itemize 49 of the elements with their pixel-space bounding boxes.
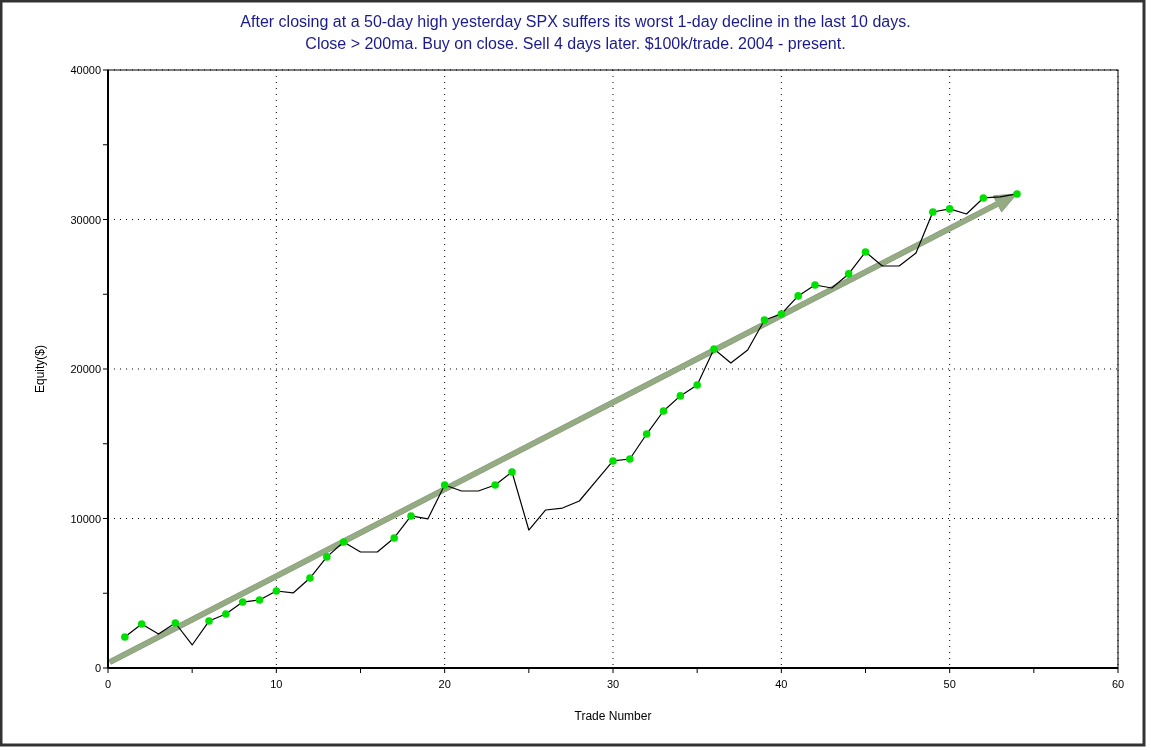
point: [255, 596, 264, 604]
point: [508, 468, 516, 476]
y-tick-label: 30000: [70, 213, 101, 226]
y-axis-title: Equity($): [33, 344, 47, 394]
point: [777, 310, 786, 318]
point: [137, 620, 146, 628]
point: [929, 208, 937, 216]
point: [390, 534, 398, 542]
point: [811, 281, 819, 289]
x-tick-label: 20: [438, 678, 451, 690]
point: [609, 457, 617, 465]
x-tick-label: 50: [943, 678, 956, 690]
point: [844, 270, 853, 278]
point: [121, 633, 129, 641]
point: [272, 587, 281, 595]
point: [642, 430, 651, 438]
x-tick-label: 0: [104, 678, 112, 690]
point: [710, 345, 718, 353]
point: [407, 512, 415, 520]
chart-subtitle: Close > 200ma. Buy on close. Sell 4 days later. $100k/trade. 2004 - present.: [305, 35, 846, 52]
x-axis-title: Trade Number: [574, 709, 652, 723]
point: [339, 538, 348, 546]
point: [1013, 190, 1021, 198]
point: [222, 610, 230, 618]
y-tick-label: 40000: [70, 64, 101, 76]
y-tick-label: 10000: [70, 512, 101, 525]
point: [760, 316, 769, 324]
x-tick-label: 30: [606, 678, 620, 690]
point: [440, 481, 449, 489]
point: [171, 619, 180, 627]
x-tick-label: 60: [1111, 678, 1125, 690]
y-tick-label: 20000: [70, 363, 101, 375]
point: [676, 392, 685, 400]
point: [693, 381, 701, 389]
point: [205, 617, 213, 625]
point: [979, 194, 988, 202]
point: [306, 574, 314, 582]
x-tick-label: 40: [775, 678, 788, 690]
point: [491, 481, 499, 489]
chart-title: After closing at a 50-day high yesterday SPX suffers its worst 1-day decline in the last 10 days.: [240, 13, 911, 30]
y-tick-label: 0: [94, 662, 101, 674]
point: [323, 553, 331, 561]
point: [659, 407, 668, 415]
point: [794, 292, 802, 300]
point: [626, 455, 634, 463]
point: [945, 205, 954, 213]
x-tick-label: 10: [270, 678, 283, 690]
point: [861, 248, 870, 256]
point: [238, 598, 247, 606]
